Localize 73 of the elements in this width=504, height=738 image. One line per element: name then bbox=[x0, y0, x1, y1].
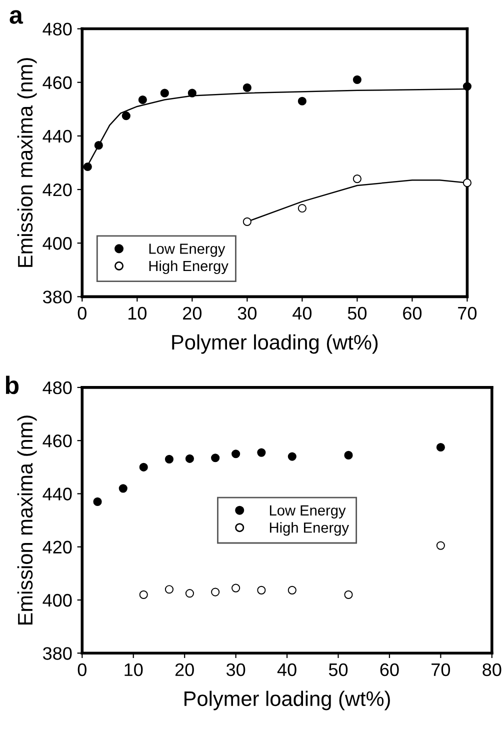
point bbox=[436, 442, 445, 452]
y-axis-title: Emission maxima (nm) bbox=[17, 58, 37, 267]
x-tick-label: 40 bbox=[277, 663, 296, 676]
point bbox=[122, 112, 130, 120]
point bbox=[352, 75, 362, 84]
x-axis-title: Polymer loading (wt%) bbox=[172, 334, 378, 354]
point bbox=[242, 217, 252, 226]
point bbox=[257, 586, 266, 594]
point bbox=[344, 590, 353, 599]
point bbox=[232, 450, 240, 458]
chart-title: b bbox=[6, 376, 19, 394]
x-tick-label: 70 bbox=[458, 306, 477, 320]
point bbox=[288, 452, 296, 461]
point bbox=[288, 586, 296, 594]
point bbox=[139, 590, 148, 599]
x-tick-label: 50 bbox=[348, 306, 367, 320]
y-tick-label: 380 bbox=[42, 647, 72, 660]
point bbox=[164, 585, 174, 594]
point bbox=[298, 204, 306, 213]
point bbox=[185, 454, 194, 463]
point bbox=[138, 95, 147, 104]
point bbox=[257, 448, 266, 457]
y-tick-label: 420 bbox=[42, 540, 72, 554]
x-tick-label: 30 bbox=[238, 306, 257, 320]
point bbox=[211, 588, 220, 596]
x-tick-label: 30 bbox=[226, 663, 246, 676]
point bbox=[352, 174, 362, 184]
y-tick-label: 440 bbox=[42, 488, 72, 500]
x-tick-label: 40 bbox=[292, 306, 312, 320]
x-tick-label: 60 bbox=[380, 663, 399, 676]
x-axis-title: Polymer loading (wt%) bbox=[184, 690, 390, 710]
y-tick-label: 400 bbox=[42, 594, 72, 607]
x-tick-label: 60 bbox=[403, 306, 422, 320]
y-tick-label: 480 bbox=[42, 22, 72, 36]
y-tick-label: 420 bbox=[42, 183, 72, 196]
x-tick-label: 70 bbox=[432, 663, 450, 676]
point bbox=[344, 450, 353, 460]
y-tick-label: 460 bbox=[42, 76, 72, 90]
legend-label: Low Energy bbox=[270, 505, 346, 518]
y-tick-label: 440 bbox=[42, 130, 72, 143]
point bbox=[232, 584, 240, 592]
point bbox=[94, 141, 103, 150]
y-axis-title: Emission maxima (nm) bbox=[17, 416, 37, 624]
point bbox=[298, 96, 306, 106]
x-tick-label: 0 bbox=[78, 663, 86, 676]
x-tick-label: 10 bbox=[124, 663, 143, 676]
x-tick-label: 80 bbox=[482, 663, 502, 676]
y-tick-label: 480 bbox=[42, 381, 72, 394]
y-tick-label: 460 bbox=[42, 434, 72, 448]
legend-label: High Energy bbox=[270, 522, 350, 536]
point bbox=[139, 462, 148, 472]
legend-label: Low Energy bbox=[149, 244, 226, 257]
point bbox=[93, 497, 102, 506]
point bbox=[118, 484, 128, 493]
y-tick-label: 380 bbox=[42, 290, 72, 304]
x-tick-label: 20 bbox=[183, 306, 202, 320]
point bbox=[188, 88, 196, 98]
y-tick-label: 400 bbox=[42, 237, 72, 250]
point bbox=[211, 454, 220, 462]
x-tick-label: 20 bbox=[175, 663, 194, 676]
point bbox=[242, 83, 252, 92]
x-tick-label: 10 bbox=[128, 306, 146, 320]
point bbox=[462, 178, 472, 188]
x-tick-label: 50 bbox=[328, 663, 348, 676]
point bbox=[83, 162, 92, 172]
point bbox=[160, 88, 169, 98]
point bbox=[462, 82, 472, 91]
legend-label: High Energy bbox=[149, 260, 228, 274]
point bbox=[185, 589, 194, 598]
point bbox=[436, 541, 445, 550]
x-tick-label: 0 bbox=[78, 306, 86, 320]
chart-title: a bbox=[10, 10, 24, 24]
point bbox=[164, 454, 174, 464]
